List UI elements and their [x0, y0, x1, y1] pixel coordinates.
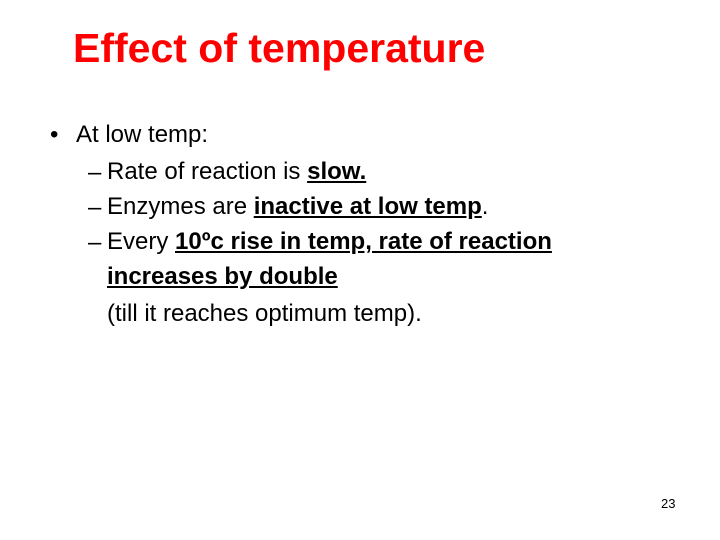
text-segment: Enzymes are [107, 193, 254, 220]
text-segment: Rate of reaction is [107, 158, 308, 185]
sub-bullet-text: Every 10ºc rise in temp, rate of reactio… [107, 224, 640, 294]
note-text: (till it reaches optimum temp). [107, 300, 422, 327]
emphasis-text: inactive at low temp [253, 193, 482, 220]
text-segment: . [481, 193, 489, 220]
sub-bullet-text: Rate of reaction is slow. [107, 154, 640, 189]
bullet: At low temp: [50, 116, 650, 154]
emphasis-text: 10ºc rise in temp, rate of reaction incr… [107, 228, 552, 290]
sub-bullet: Rate of reaction is slow. [88, 154, 640, 192]
text-segment: Every [107, 228, 176, 255]
sub-bullet: Every 10ºc rise in temp, rate of reactio… [88, 224, 640, 334]
slide-title: Effect of temperature [73, 25, 486, 71]
sub-bullet-text: Enzymes are inactive at low temp. [107, 189, 640, 224]
emphasis-text: slow. [307, 158, 367, 185]
sub-bullet: Enzymes are inactive at low temp. [88, 189, 640, 227]
bullet-text: At low temp: [76, 121, 209, 148]
page-number: 23 [661, 496, 676, 511]
slide-content: At low temp:Rate of reaction is slow.Enz… [50, 116, 650, 334]
